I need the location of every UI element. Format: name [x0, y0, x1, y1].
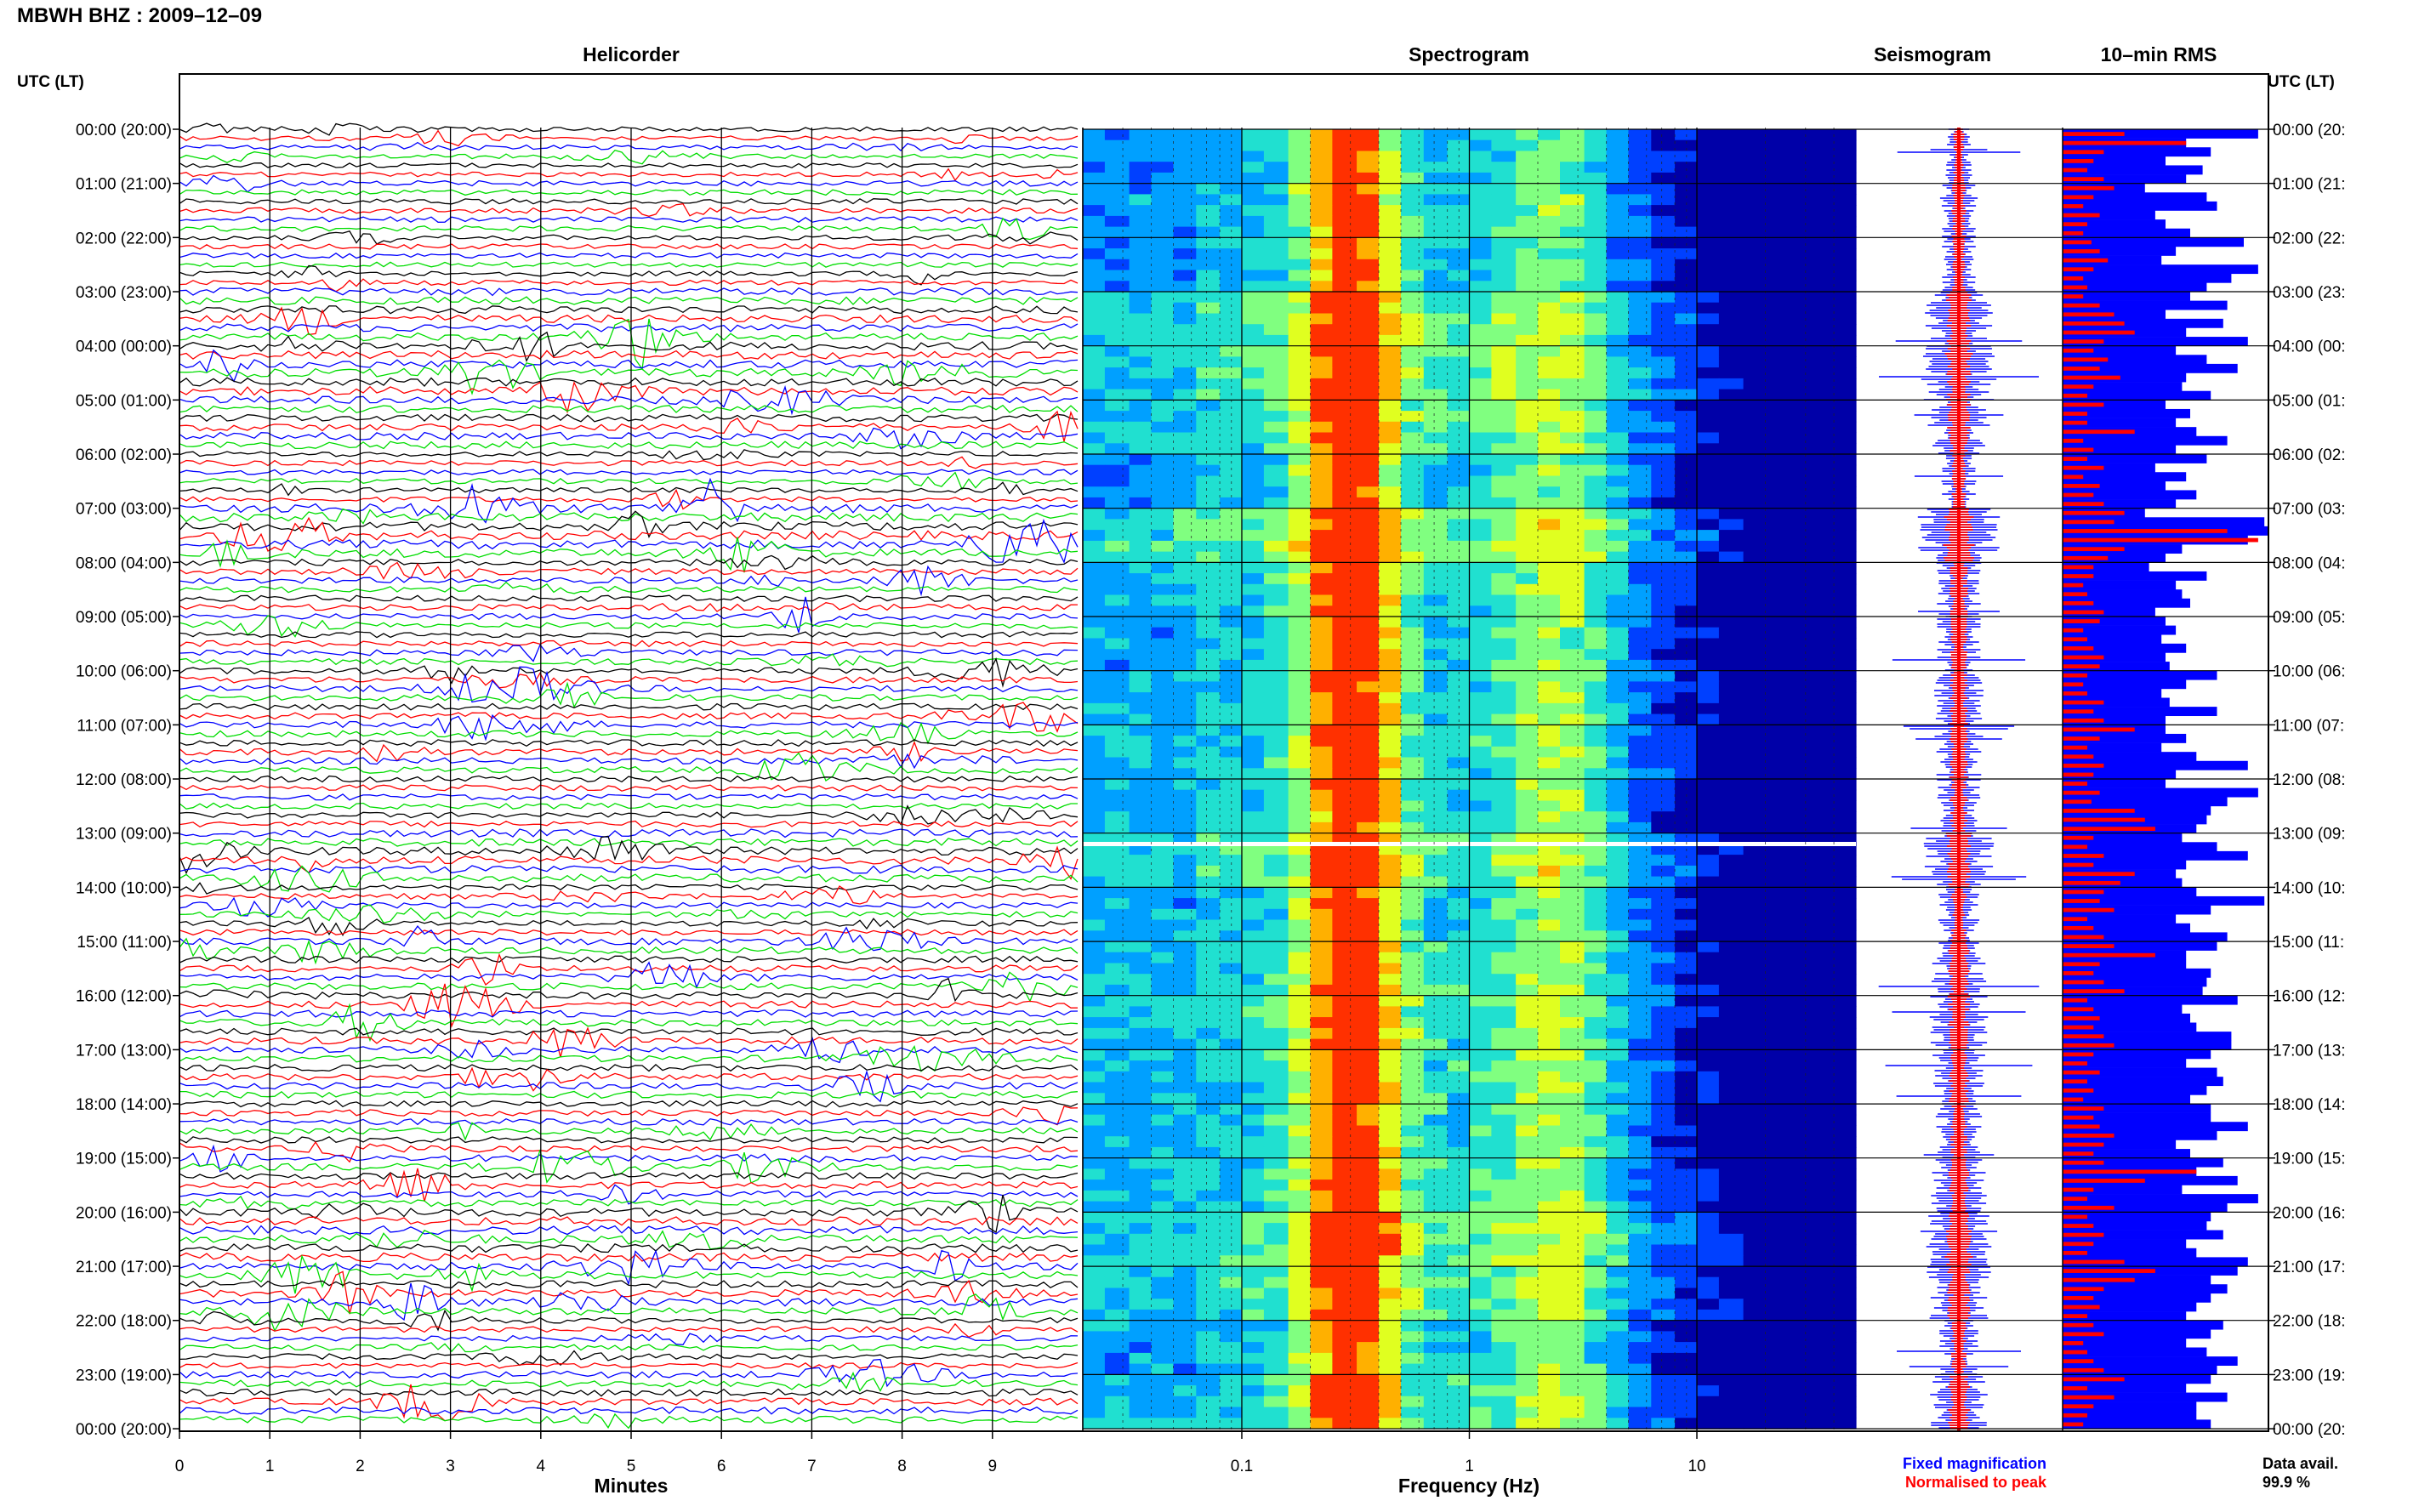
heli-x-tick-label: 0 [175, 1458, 185, 1475]
heli-x-tick-label: 2 [356, 1458, 365, 1475]
y-tick-label-right: 23:00 (19: [2273, 1367, 2346, 1384]
heli-x-tick-label: 5 [627, 1458, 636, 1475]
y-tick-label-left: 08:00 (04:00) [76, 554, 172, 572]
y-tick-label-right: 07:00 (03: [2273, 501, 2346, 519]
y-tick-label-right: 06:00 (02: [2273, 446, 2346, 464]
y-tick-label-left: 01:00 (21:00) [76, 176, 172, 194]
y-tick-label-left: 15:00 (11:00) [77, 934, 172, 952]
figure-title: MBWH BHZ : 2009–12–09 [17, 4, 262, 27]
rms-title: 10–min RMS [2101, 43, 2217, 65]
y-tick-label-left: 20:00 (16:00) [76, 1204, 172, 1222]
helicorder-title: Helicorder [583, 43, 680, 65]
y-tick-label-left: 00:00 (20:00) [76, 1421, 172, 1439]
spectro-x-tick-label: 0.1 [1231, 1458, 1253, 1475]
heli-x-tick-label: 7 [807, 1458, 817, 1475]
y-tick-label-left: 11:00 (07:00) [77, 717, 172, 735]
y-tick-label-right: 01:00 (21: [2273, 176, 2346, 194]
seismogram-title: Seismogram [1874, 43, 1991, 65]
y-tick-label-right: 00:00 (20: [2273, 1421, 2346, 1439]
heli-x-tick-label: 9 [988, 1458, 998, 1475]
helicorder-xlabel: Minutes [595, 1475, 669, 1497]
heli-x-tick-label: 3 [446, 1458, 455, 1475]
y-tick-label-right: 02:00 (22: [2273, 230, 2346, 247]
y-tick-label-left: 22:00 (18:00) [76, 1313, 172, 1331]
y-tick-label-left: 12:00 (08:00) [76, 771, 172, 789]
spectro-x-tick-label: 10 [1688, 1458, 1705, 1475]
y-tick-label-right: 00:00 (20: [2273, 122, 2346, 139]
y-tick-label-right: 20:00 (16: [2273, 1204, 2346, 1222]
y-tick-label-left: 16:00 (12:00) [76, 988, 172, 1006]
y-tick-label-left: 07:00 (03:00) [76, 501, 172, 519]
y-tick-label-left: 09:00 (05:00) [76, 609, 172, 627]
y-tick-label-left: 13:00 (09:00) [76, 826, 172, 844]
y-tick-label-right: 10:00 (06: [2273, 663, 2346, 681]
y-tick-label-right: 08:00 (04: [2273, 554, 2346, 572]
legend-normalised-to-peak: Normalised to peak [1905, 1474, 2047, 1491]
data-avail-label: Data avail. [2262, 1455, 2338, 1472]
y-tick-label-right: 21:00 (17: [2273, 1259, 2346, 1276]
y-tick-label-left: 18:00 (14:00) [76, 1096, 172, 1114]
y-axis-label-left: UTC (LT) [17, 73, 84, 91]
y-tick-label-right: 11:00 (07: [2273, 717, 2344, 735]
heli-x-tick-label: 8 [897, 1458, 907, 1475]
helicorder-traces [179, 122, 1079, 1430]
heli-x-tick-label: 4 [537, 1458, 546, 1475]
y-tick-label-left: 00:00 (20:00) [76, 122, 172, 139]
y-tick-label-left: 05:00 (01:00) [76, 392, 172, 410]
y-tick-label-right: 15:00 (11: [2273, 934, 2344, 952]
y-tick-label-right: 04:00 (00: [2273, 338, 2346, 356]
y-tick-label-left: 03:00 (23:00) [76, 284, 172, 302]
rms-bars [2063, 129, 2268, 1430]
spectrogram-xlabel: Frequency (Hz) [1398, 1475, 1540, 1497]
y-tick-label-right: 13:00 (09: [2273, 826, 2346, 844]
y-tick-label-right: 16:00 (12: [2273, 988, 2346, 1006]
y-tick-label-left: 17:00 (13:00) [76, 1042, 172, 1060]
y-tick-label-right: 19:00 (15: [2273, 1151, 2346, 1168]
spectro-x-tick-label: 1 [1465, 1458, 1474, 1475]
y-tick-label-right: 14:00 (10: [2273, 879, 2346, 897]
y-tick-label-right: 12:00 (08: [2273, 771, 2346, 789]
y-tick-label-left: 10:00 (06:00) [76, 663, 172, 681]
heli-x-tick-label: 6 [717, 1458, 726, 1475]
y-axis-label-right: UTC (LT) [2268, 73, 2335, 91]
data-avail-value: 99.9 % [2262, 1474, 2310, 1491]
y-tick-label-right: 09:00 (05: [2273, 609, 2346, 627]
y-tick-label-left: 14:00 (10:00) [76, 879, 172, 897]
panel-grids [179, 128, 2268, 1431]
y-tick-label-right: 05:00 (01: [2273, 392, 2346, 410]
y-tick-label-left: 19:00 (15:00) [76, 1151, 172, 1168]
axes: 00:00 (20:00) 00:00 (20: 01:00 (21:00) 01:0… [76, 73, 2346, 1475]
y-tick-label-left: 04:00 (00:00) [76, 338, 172, 356]
y-tick-label-left: 02:00 (22:00) [76, 230, 172, 247]
y-tick-label-right: 22:00 (18: [2273, 1313, 2346, 1331]
legend-fixed-magnification: Fixed magnification [1903, 1455, 2046, 1472]
spectrogram-title: Spectrogram [1409, 43, 1529, 65]
y-tick-label-right: 18:00 (14: [2273, 1096, 2346, 1114]
y-tick-label-left: 06:00 (02:00) [76, 446, 172, 464]
y-tick-label-right: 03:00 (23: [2273, 284, 2346, 302]
y-tick-label-right: 17:00 (13: [2273, 1042, 2346, 1060]
heli-x-tick-label: 1 [265, 1458, 275, 1475]
y-tick-label-left: 21:00 (17:00) [76, 1259, 172, 1276]
y-tick-label-left: 23:00 (19:00) [76, 1367, 172, 1384]
